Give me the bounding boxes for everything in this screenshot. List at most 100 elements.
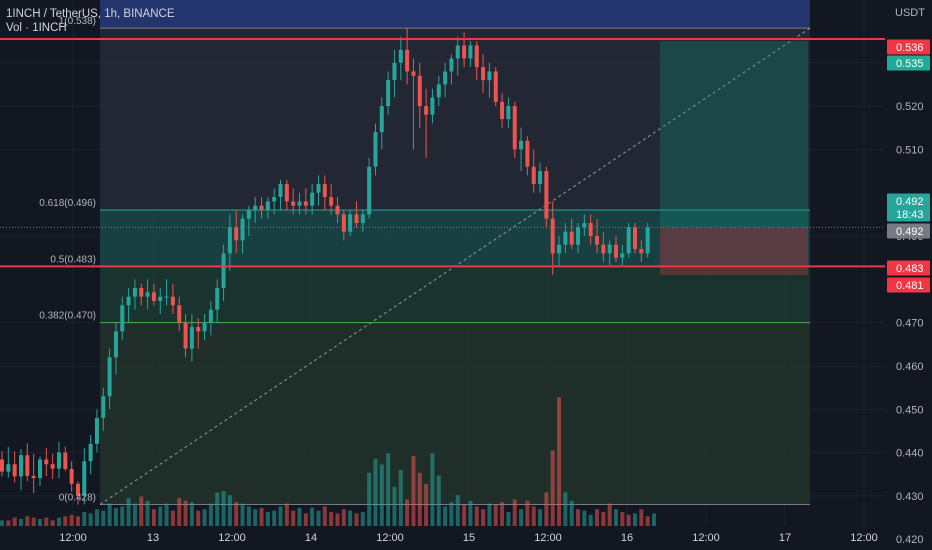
price-tick-label: 0.460 (896, 361, 924, 373)
volume-bar (101, 510, 106, 526)
price-candles (0, 28, 650, 505)
volume-bars (0, 397, 656, 526)
time-tick-label: 17 (779, 532, 791, 544)
volume-bar (158, 506, 163, 526)
price-axis[interactable]: USDT 0.5300.5200.5100.4900.4700.4600.450… (885, 0, 932, 550)
chart-legend: 1INCH / TetherUS, 1h, BINANCE Vol · 1INC… (6, 7, 175, 35)
candle-body (316, 184, 321, 193)
volume-bar (569, 500, 574, 526)
fib-level-labels: 1(0.538) 0.618(0.496) 0.5(0.483) 0.382(0.47… (39, 16, 96, 503)
price-tick-label: 0.430 (896, 491, 924, 503)
candle-body (196, 326, 201, 332)
candle-body (107, 357, 112, 397)
volume-indicator-label[interactable]: Vol · 1INCH (6, 22, 67, 34)
volume-bar (538, 509, 543, 526)
volume-bar (411, 456, 416, 526)
price-label-badge (887, 39, 930, 55)
volume-bar (0, 520, 4, 526)
fib-label: 0.618(0.496) (39, 198, 96, 209)
candle-body (265, 201, 270, 211)
volume-bar (607, 503, 612, 526)
volume-bar (379, 464, 384, 526)
candle-body (297, 201, 302, 206)
candle-body (329, 197, 334, 206)
volume-bar (82, 512, 87, 526)
candle-body (411, 71, 416, 76)
volume-bar (462, 505, 467, 526)
volume-bar (120, 506, 125, 526)
volume-bar (215, 492, 220, 526)
time-tick-label: 12:00 (534, 532, 562, 544)
time-axis-background (0, 526, 885, 550)
candle-body (303, 201, 308, 206)
candle-body (512, 106, 517, 150)
volume-bar (449, 502, 454, 526)
time-tick-label: 14 (305, 532, 317, 544)
candle-body (177, 305, 182, 323)
volume-bar (531, 506, 536, 526)
volume-bar (196, 510, 201, 526)
price-label-countdown: 18:43 (896, 209, 924, 221)
candle-body (386, 80, 391, 107)
volume-bar (132, 503, 137, 526)
volume-bar (588, 514, 593, 526)
price-tick-label: 0.520 (896, 101, 924, 113)
candle-body (443, 71, 448, 85)
volume-bar (576, 509, 581, 526)
price-tick-label: 0.450 (896, 404, 924, 416)
candle-body (588, 223, 593, 237)
candle-body (164, 296, 169, 298)
time-tick-label: 13 (147, 532, 159, 544)
volume-bar (481, 509, 486, 526)
volume-bar (354, 513, 359, 526)
candle-body (354, 214, 359, 224)
horizontal-lines[interactable] (0, 37, 885, 268)
candle-body (614, 244, 619, 258)
volume-bar (37, 519, 42, 526)
price-label-text: 0.536 (896, 42, 924, 54)
candle-body (645, 227, 650, 254)
volume-bar (145, 500, 150, 526)
volume-bar (291, 510, 296, 526)
candle-body (417, 75, 422, 107)
candle-body (69, 469, 74, 484)
candle-body (367, 166, 372, 215)
candle-body (563, 231, 568, 245)
symbol-title[interactable]: 1INCH / TetherUS, 1h, BINANCE (6, 8, 175, 20)
volume-bar (392, 486, 397, 526)
candle-body (538, 171, 543, 185)
volume-bar (405, 499, 410, 526)
volume-bar (278, 506, 283, 526)
candle-body (487, 71, 492, 81)
fib-label: 0.382(0.470) (39, 311, 96, 322)
candle-body (462, 45, 467, 59)
position-target-zone (660, 41, 808, 228)
time-axis[interactable]: 12:00 13 12:00 14 12:00 15 12:00 16 12:00 17 12:00 (0, 526, 885, 550)
volume-bar (500, 502, 505, 526)
candle-body (633, 227, 637, 250)
fib-label: 0.5(0.483) (50, 254, 96, 265)
candle-body (341, 214, 346, 232)
volume-bar (272, 510, 277, 526)
time-tick-label: 12:00 (218, 532, 246, 544)
candle-body (379, 106, 384, 133)
candle-body (284, 184, 289, 202)
volume-bar (69, 514, 74, 526)
time-tick-label: 12:00 (376, 532, 404, 544)
volume-bar (44, 517, 49, 526)
volume-bar (6, 520, 11, 526)
candle-body (569, 231, 574, 245)
candle-body (37, 459, 42, 479)
drawing-tools[interactable] (0, 0, 885, 506)
volume-bar (626, 514, 631, 526)
time-tick-label: 12:00 (692, 532, 720, 544)
candle-body (208, 309, 213, 323)
candle-body (221, 253, 226, 288)
fib-zone (100, 210, 810, 267)
candle-body (272, 197, 277, 202)
volume-bar (94, 509, 99, 526)
volume-bar (310, 507, 315, 526)
candle-body (468, 45, 473, 59)
volume-bar (25, 516, 30, 526)
